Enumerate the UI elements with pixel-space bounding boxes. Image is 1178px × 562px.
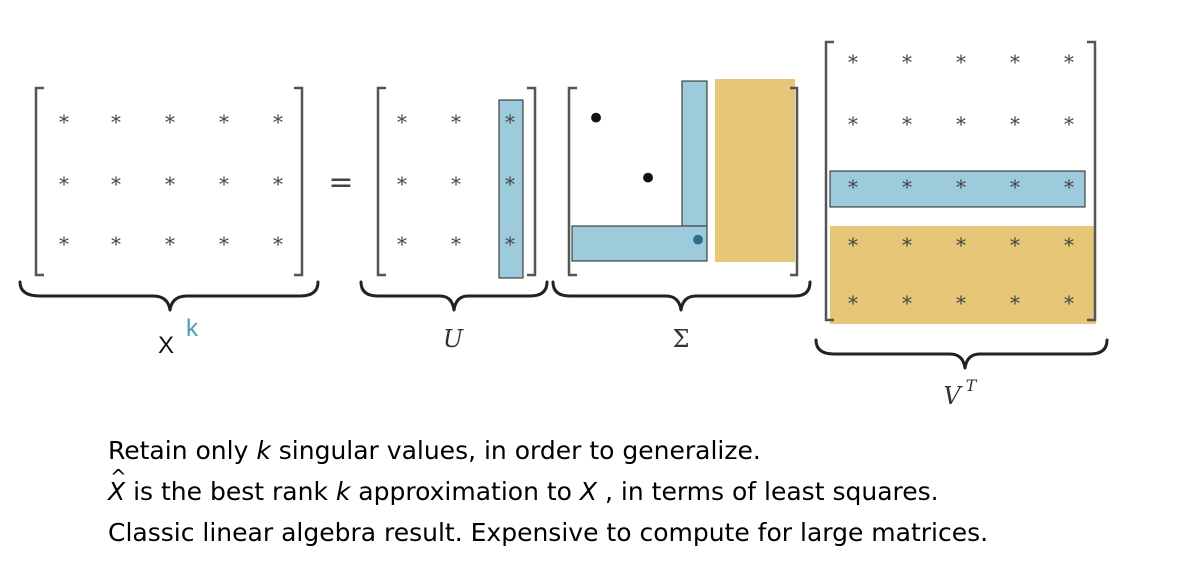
vt-cell: *	[956, 175, 966, 199]
x-cell: *	[111, 172, 121, 196]
label-t: T	[966, 376, 978, 395]
vt-cell: *	[902, 112, 912, 136]
vt-cell: *	[848, 291, 858, 315]
vt-cell: *	[902, 50, 912, 74]
vt-cell: *	[1010, 50, 1020, 74]
vt-cell: *	[1010, 233, 1020, 257]
u-kth-column-highlight	[498, 99, 524, 279]
caption-line-3: Classic linear algebra result. Expensive…	[108, 518, 989, 547]
u-cell: *	[451, 110, 461, 134]
brace-sigma	[551, 280, 812, 312]
vt-cell: *	[1064, 291, 1074, 315]
label-k: k	[186, 315, 199, 342]
label-v: V	[943, 382, 963, 410]
brace-u	[359, 280, 549, 312]
caption: Retain only k singular values, in order …	[108, 430, 988, 553]
u-cell: *	[397, 232, 407, 256]
equals-sign: =	[328, 165, 353, 200]
vt-cell: *	[902, 175, 912, 199]
vt-cell: *	[1064, 175, 1074, 199]
x-cell: *	[59, 232, 69, 256]
caption-line-2: X is the best rank k approximation to X …	[108, 457, 988, 512]
vt-cell: *	[1064, 233, 1074, 257]
matrix-sigma: • • •	[567, 79, 799, 277]
vt-cell: *	[902, 291, 912, 315]
matrix-vt: * * * * * * * * * * * * * * * * * * * * * * * * *	[824, 40, 1097, 324]
sigma-diag-3: •	[688, 221, 708, 261]
vt-cell: *	[1010, 291, 1020, 315]
matrix-x: * * * * * * * * * * * * * * *	[34, 86, 304, 277]
x-cell: *	[273, 172, 283, 196]
x-cell: *	[165, 172, 175, 196]
brace-vt	[814, 338, 1109, 370]
svd-diagram: * * * * ** * * * ** * * * * = * * ** * ** * * • • • * * * * **…	[18, 40, 1109, 410]
x-cell: *	[273, 110, 283, 134]
vt-cell: *	[1064, 50, 1074, 74]
vt-cell: *	[956, 233, 966, 257]
vt-cell: *	[848, 175, 858, 199]
u-cell: *	[397, 172, 407, 196]
vt-cell: *	[848, 50, 858, 74]
vt-cell: *	[1064, 112, 1074, 136]
vt-cell: *	[956, 291, 966, 315]
sigma-diag-2: •	[638, 159, 658, 199]
sigma-kth-row-highlight	[571, 225, 708, 262]
x-hat-symbol: X	[108, 457, 127, 512]
x-cell: *	[219, 110, 229, 134]
u-cell: *	[505, 172, 515, 196]
vt-kth-row-highlight	[829, 170, 1086, 208]
vt-cell: *	[1010, 112, 1020, 136]
u-cell: *	[451, 232, 461, 256]
sigma-diag-1: •	[586, 99, 606, 139]
vt-cell: *	[1010, 175, 1020, 199]
label-x: X	[158, 332, 174, 359]
x-cell: *	[111, 110, 121, 134]
vt-cell: *	[848, 112, 858, 136]
u-cell: *	[505, 232, 515, 256]
matrix-u: * * * * * * * * *	[376, 86, 537, 279]
vt-cell: *	[848, 233, 858, 257]
x-cell: *	[165, 232, 175, 256]
vt-cell: *	[956, 50, 966, 74]
x-cell: *	[219, 232, 229, 256]
x-cell: *	[273, 232, 283, 256]
u-cell: *	[451, 172, 461, 196]
x-cell: *	[219, 172, 229, 196]
vt-cell: *	[902, 233, 912, 257]
x-cell: *	[59, 172, 69, 196]
caption-line-1: Retain only k singular values, in order …	[108, 436, 761, 465]
brace-x	[18, 280, 320, 312]
label-sigma: Σ	[673, 325, 690, 353]
x-cell: *	[111, 232, 121, 256]
u-cell: *	[505, 110, 515, 134]
vt-truncated-rows	[830, 226, 1096, 324]
vt-cell: *	[956, 112, 966, 136]
x-cell: *	[165, 110, 175, 134]
sigma-truncated-block	[715, 79, 795, 262]
u-cell: *	[397, 110, 407, 134]
x-cell: *	[59, 110, 69, 134]
label-u: U	[443, 325, 464, 353]
